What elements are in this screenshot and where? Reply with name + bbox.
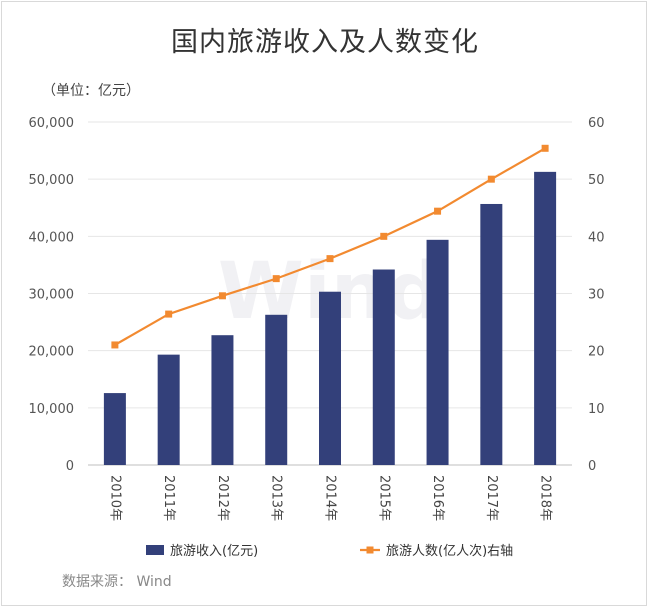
legend-swatch-line-marker: [366, 546, 374, 554]
x-axis-tick-label: 2010年: [107, 475, 122, 521]
bar: [265, 314, 288, 465]
right-axis-tick-label: 10: [588, 402, 605, 417]
left-axis-unit-label: （单位：亿元）: [42, 83, 140, 99]
x-axis-tick-label: 2013年: [269, 475, 284, 521]
bar: [319, 291, 341, 465]
bar: [211, 335, 234, 465]
data-source-note: 数据来源： Wind: [62, 574, 172, 590]
left-axis-tick-label: 10,000: [29, 402, 75, 417]
legend: 旅游收入(亿元) 旅游人数(亿人次)右轴: [146, 543, 513, 559]
line-point: [218, 292, 226, 300]
line-point: [111, 341, 119, 349]
left-axis-tick-label: 0: [66, 459, 74, 474]
x-axis-tick-label: 2015年: [376, 475, 391, 521]
line-point: [165, 310, 173, 318]
x-axis-tick-label: 2011年: [161, 475, 176, 521]
bar-series: [103, 171, 557, 465]
right-axis-tick-label: 50: [588, 173, 605, 188]
line-point: [272, 275, 280, 283]
right-axis: 0 10 20 30 40 50 60: [588, 116, 605, 474]
x-axis-tick-label: 2016年: [430, 475, 445, 521]
x-axis-tick-label: 2018年: [538, 475, 553, 521]
chart-title: 国内旅游收入及人数变化: [171, 27, 479, 58]
left-axis-tick-label: 30,000: [29, 288, 75, 303]
right-axis-tick-label: 0: [588, 459, 596, 474]
legend-label-line: 旅游人数(亿人次)右轴: [386, 543, 513, 559]
left-axis-tick-label: 60,000: [29, 116, 75, 131]
right-axis-tick-label: 40: [588, 230, 605, 245]
bar: [372, 269, 395, 465]
bar: [103, 393, 126, 465]
left-axis-tick-label: 40,000: [29, 230, 75, 245]
line-point: [380, 232, 388, 240]
bar: [534, 171, 557, 465]
right-axis-tick-label: 20: [588, 345, 605, 360]
x-axis-tick-label: 2017年: [484, 475, 499, 521]
line-series: [111, 144, 549, 349]
line-point: [541, 144, 549, 152]
line-point: [487, 175, 495, 183]
x-axis-tick-label: 2014年: [323, 475, 338, 521]
bar: [157, 354, 180, 465]
bar: [480, 203, 503, 465]
x-axis: 2010年 2011年 2012年 2013年 2014年 2015年 2016年 2017年…: [107, 475, 552, 521]
bar: [426, 239, 449, 465]
line-point: [326, 255, 334, 263]
legend-label-bar: 旅游收入(亿元): [170, 544, 258, 559]
x-axis-tick-label: 2012年: [215, 475, 230, 521]
right-axis-tick-label: 60: [588, 116, 605, 131]
left-axis: 0 10,000 20,000 30,000 40,000 50,000 60,000: [29, 116, 75, 474]
right-axis-tick-label: 30: [588, 288, 605, 303]
legend-swatch-bar: [146, 545, 164, 555]
left-axis-tick-label: 50,000: [29, 173, 75, 188]
left-axis-tick-label: 20,000: [29, 345, 75, 360]
line-point: [434, 207, 442, 215]
